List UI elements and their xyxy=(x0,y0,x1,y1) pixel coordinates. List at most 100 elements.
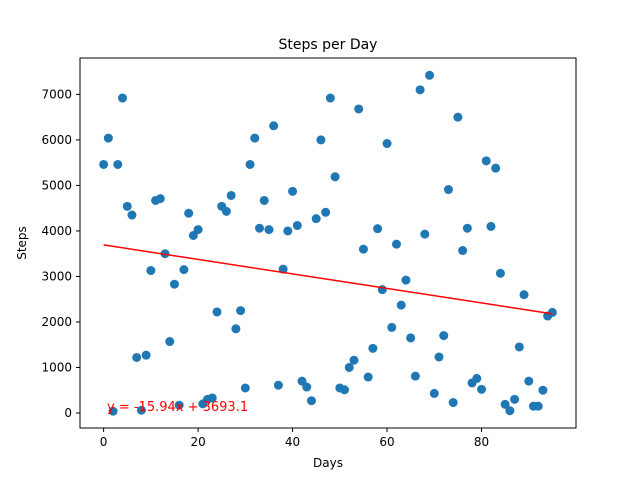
data-point xyxy=(387,322,397,332)
data-point xyxy=(533,401,543,411)
points-layer xyxy=(99,70,557,416)
y-tick-label: 6000 xyxy=(41,133,72,147)
plot-frame xyxy=(79,57,577,429)
data-point xyxy=(500,399,510,409)
data-point xyxy=(439,331,449,341)
data-point xyxy=(458,246,468,256)
data-point xyxy=(118,93,128,103)
data-point xyxy=(113,159,123,169)
data-point xyxy=(179,265,189,275)
data-point xyxy=(292,220,302,230)
data-point xyxy=(505,406,515,416)
data-point xyxy=(519,290,529,300)
x-tick-label: 60 xyxy=(379,435,394,449)
data-point xyxy=(132,352,142,362)
y-tick-label: 1000 xyxy=(41,360,72,374)
x-tick-label: 80 xyxy=(474,435,489,449)
data-point xyxy=(453,112,463,122)
data-point xyxy=(127,210,137,220)
y-axis: 0 1000 2000 3000 4000 5000 6000 7000 xyxy=(41,87,80,420)
data-point xyxy=(368,343,378,353)
y-tick-label: 0 xyxy=(64,406,72,420)
data-point xyxy=(443,185,453,195)
y-tick-label: 2000 xyxy=(41,315,72,329)
data-point xyxy=(311,214,321,224)
data-point xyxy=(316,135,326,145)
data-point xyxy=(477,384,487,394)
data-point xyxy=(255,223,264,233)
data-point xyxy=(382,139,392,149)
data-point xyxy=(462,223,472,233)
data-point xyxy=(425,70,435,80)
data-point xyxy=(245,159,255,169)
data-point xyxy=(415,85,425,95)
y-axis-label: Steps xyxy=(15,226,29,260)
data-point xyxy=(349,355,359,365)
data-point xyxy=(491,163,501,173)
trendline-layer xyxy=(103,244,553,315)
data-point xyxy=(321,207,331,217)
data-point xyxy=(146,266,156,276)
data-point xyxy=(373,224,383,234)
data-point xyxy=(193,225,203,235)
data-point xyxy=(226,190,236,200)
data-point xyxy=(434,352,444,362)
data-point xyxy=(207,393,217,403)
data-point xyxy=(174,400,184,410)
y-tick-label: 3000 xyxy=(41,269,72,283)
data-point xyxy=(155,194,165,204)
data-point xyxy=(354,104,364,114)
x-tick-label: 0 xyxy=(100,435,108,449)
data-point xyxy=(524,376,534,386)
data-point xyxy=(283,226,293,236)
data-point xyxy=(401,275,411,285)
data-point xyxy=(264,225,274,235)
trendline xyxy=(103,244,553,315)
y-tick-label: 5000 xyxy=(41,178,72,192)
data-point xyxy=(165,337,175,347)
data-point xyxy=(340,385,350,395)
data-point xyxy=(358,244,368,254)
data-point xyxy=(259,195,269,205)
data-point xyxy=(136,405,146,415)
data-point xyxy=(103,133,113,143)
x-tick-label: 20 xyxy=(190,435,205,449)
data-point xyxy=(406,333,416,343)
data-point xyxy=(169,279,179,289)
data-point xyxy=(547,307,557,317)
y-tick-label: 7000 xyxy=(41,87,72,101)
y-tick-label: 4000 xyxy=(41,224,72,238)
data-point xyxy=(538,385,548,395)
data-point xyxy=(99,159,109,169)
data-point xyxy=(122,201,132,211)
data-point xyxy=(212,307,222,317)
x-axis-label: Days xyxy=(313,456,343,470)
data-point xyxy=(240,383,250,393)
data-point xyxy=(429,388,439,398)
data-point xyxy=(250,133,260,143)
data-point xyxy=(392,239,401,249)
data-point xyxy=(410,371,420,381)
data-point xyxy=(420,229,430,239)
data-point xyxy=(141,350,151,360)
data-point xyxy=(486,221,496,231)
data-point xyxy=(481,156,491,166)
x-axis: 0 20 40 60 80 xyxy=(100,428,489,449)
data-point xyxy=(273,380,283,390)
data-point xyxy=(231,324,241,334)
data-point xyxy=(288,186,298,196)
data-point xyxy=(302,382,312,392)
data-point xyxy=(184,208,194,218)
data-point xyxy=(344,362,354,372)
data-point xyxy=(448,398,458,408)
data-point xyxy=(325,93,335,103)
data-point xyxy=(306,396,316,406)
data-point xyxy=(510,394,520,404)
trendline-equation: y = -15.94x + 3693.1 xyxy=(107,400,248,415)
data-point xyxy=(495,268,505,278)
data-point xyxy=(396,300,406,310)
chart-title: Steps per Day xyxy=(279,37,378,53)
data-point xyxy=(514,342,524,352)
